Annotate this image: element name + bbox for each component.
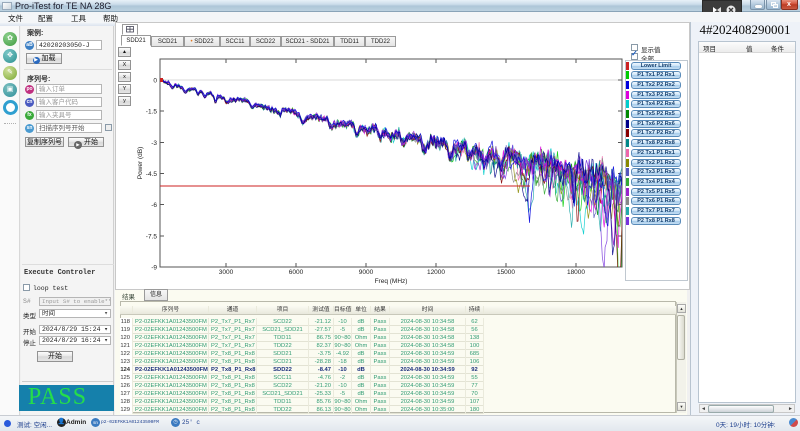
svg-text:Power (dB): Power (dB) xyxy=(137,147,144,180)
svg-text:15000: 15000 xyxy=(497,269,515,276)
svg-text:-1.5: -1.5 xyxy=(146,109,158,116)
svg-text:-9: -9 xyxy=(151,265,157,272)
svg-text:-7.5: -7.5 xyxy=(146,233,158,240)
svg-text:18000: 18000 xyxy=(567,269,585,276)
svg-text:-3: -3 xyxy=(151,140,157,147)
svg-text:3000: 3000 xyxy=(219,269,234,276)
svg-text:-6: -6 xyxy=(151,202,157,209)
svg-text:12000: 12000 xyxy=(427,269,445,276)
svg-text:6000: 6000 xyxy=(289,269,304,276)
svg-text:-4.5: -4.5 xyxy=(146,171,158,178)
svg-text:Freq (MHz): Freq (MHz) xyxy=(375,278,408,285)
svg-text:9000: 9000 xyxy=(359,269,374,276)
svg-text:0: 0 xyxy=(153,78,157,85)
